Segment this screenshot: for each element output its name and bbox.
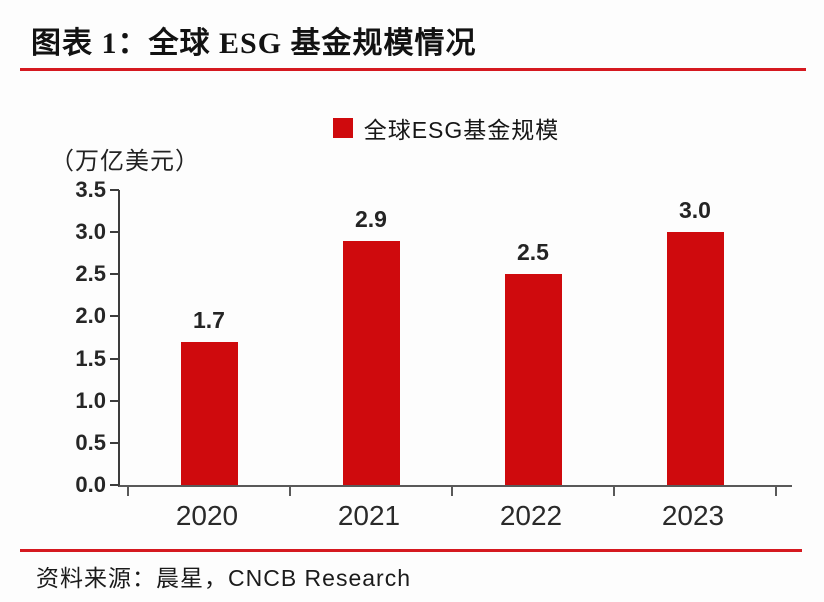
y-tick-mark: [110, 484, 119, 486]
x-axis-label-2020: 2020: [175, 500, 239, 531]
y-tick-label-3.0: 3.0: [75, 219, 106, 245]
y-tick-label-0.5: 0.5: [75, 429, 106, 455]
bar-slot-2023: 3.0: [614, 190, 776, 485]
chart-legend: 全球ESG基金规模: [118, 111, 774, 145]
y-tick-mark: [110, 189, 119, 191]
y-tick-label-1.0: 1.0: [75, 387, 106, 413]
y-tick-mark: [110, 273, 119, 276]
x-axis-label-2022: 2022: [499, 500, 563, 531]
x-axis-label-2021: 2021: [337, 500, 401, 531]
x-tick-mark: [127, 487, 129, 496]
y-tick-label-1.5: 1.5: [75, 345, 106, 371]
bar-2023: [666, 232, 724, 485]
y-tick-mark: [110, 357, 119, 360]
plot-area: 1.7 2.9 2.5 3.0: [110, 189, 792, 496]
x-tick-mark: [775, 487, 777, 496]
y-tick-mark: [110, 441, 119, 444]
bars-container: 1.7 2.9 2.5 3.0: [128, 190, 776, 485]
x-tick-mark: [289, 487, 291, 496]
x-tick-mark: [613, 487, 615, 496]
bar-slot-2022: 2.5: [452, 190, 614, 485]
y-axis-tick-labels: 0.0 0.5 1.0 1.5 2.0 2.5 3.0 3.5: [38, 177, 106, 497]
y-tick-label-0.0: 0.0: [75, 472, 106, 497]
bar-2022: [504, 274, 562, 485]
bar-value-label-2021: 2.9: [355, 205, 387, 232]
x-tick-mark: [451, 487, 453, 496]
footer-rule: [20, 549, 802, 552]
y-tick-mark: [110, 231, 119, 234]
y-tick-label-2.0: 2.0: [75, 303, 106, 329]
x-axis-labels: 2020 2021 2022 2023: [126, 500, 774, 532]
y-tick-label-2.5: 2.5: [75, 261, 106, 287]
y-tick-label-3.5: 3.5: [75, 177, 106, 202]
figure-title: 图表 1：全球 ESG 基金规模情况: [31, 27, 477, 60]
legend-red-square-icon: [332, 118, 353, 138]
title-underline-rule: [20, 68, 806, 71]
y-tick-mark: [110, 399, 119, 402]
bar-2020: [180, 341, 238, 485]
source-note: 资料来源：晨星，CNCB Research: [36, 565, 411, 591]
bar-value-label-2022: 2.5: [517, 239, 549, 266]
bar-2021: [342, 240, 400, 485]
x-axis-label-2023: 2023: [661, 500, 725, 531]
y-tick-mark: [110, 315, 119, 318]
bar-slot-2021: 2.9: [290, 190, 452, 485]
bar-slot-2020: 1.7: [128, 190, 290, 485]
bar-value-label-2023: 3.0: [679, 197, 711, 224]
legend-label: 全球ESG基金规模: [363, 117, 560, 143]
y-axis-unit-label: （万亿美元）: [50, 148, 200, 175]
bar-value-label-2020: 1.7: [193, 306, 225, 333]
